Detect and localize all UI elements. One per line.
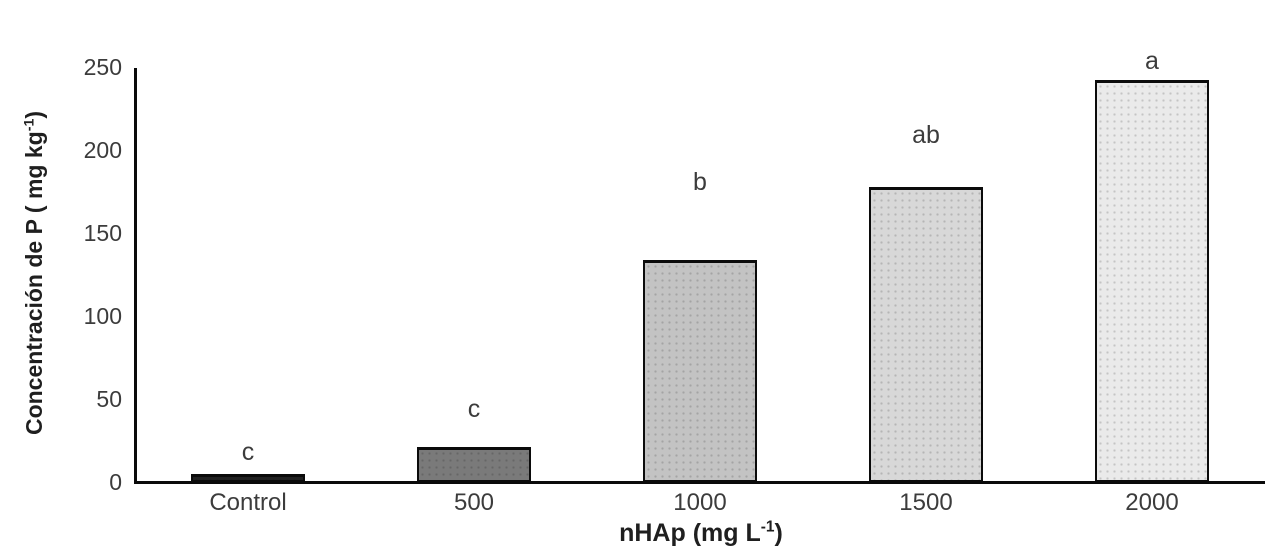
bar-1500	[869, 186, 983, 482]
x-axis-category-label: 1500	[899, 489, 953, 516]
x-axis-category-label: 2000	[1125, 489, 1179, 516]
y-axis-tick-label: 150	[83, 220, 122, 246]
y-axis-tick-label: 250	[83, 54, 122, 80]
significance-letter-2000: a	[1145, 47, 1159, 76]
bar-1000	[643, 259, 757, 482]
x-axis-title-text: nHAp (mg L	[619, 519, 761, 547]
significance-letter-1000: b	[693, 167, 707, 196]
x-axis-category-label: 500	[453, 489, 495, 516]
x-axis-title-superscript: -1	[760, 518, 775, 536]
x-axis-line	[134, 481, 1265, 484]
bar-2000	[1095, 80, 1209, 482]
significance-letter-500: c	[467, 395, 481, 424]
y-axis-title: Concentración de P ( mg kg-1)	[19, 63, 49, 483]
y-axis-tick-label: 100	[83, 303, 122, 329]
y-axis-tick-label: 0	[109, 469, 122, 495]
significance-letter-control: c	[241, 437, 255, 466]
bar-500	[417, 447, 531, 482]
y-axis-title-close: )	[21, 110, 47, 119]
x-axis-category-label: Control	[209, 489, 287, 516]
x-axis-category-label: 1000	[673, 489, 727, 516]
bar-control	[191, 473, 305, 482]
x-axis-title-close: )	[774, 519, 783, 547]
y-axis-line	[134, 68, 137, 484]
x-axis-title: nHAp (mg L-1)	[501, 518, 901, 548]
y-axis-tick-label: 200	[83, 137, 122, 163]
y-axis-title-superscript: -1	[21, 118, 38, 132]
significance-letter-1500: ab	[912, 120, 940, 149]
y-axis-tick-label: 50	[96, 386, 122, 412]
